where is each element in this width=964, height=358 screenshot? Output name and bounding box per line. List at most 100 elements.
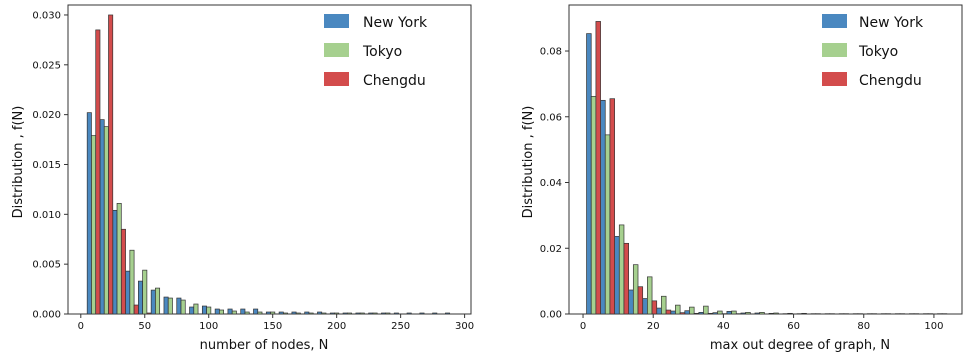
y-tick-label: 0.025 bbox=[32, 60, 61, 71]
bar-chengdu bbox=[707, 312, 714, 315]
bar-new-york bbox=[406, 312, 412, 315]
bar-tokyo bbox=[142, 269, 148, 315]
bar-new-york bbox=[628, 289, 634, 315]
bar-new-york bbox=[368, 312, 374, 315]
bar-tokyo bbox=[206, 306, 212, 315]
y-tick-label: 0.02 bbox=[540, 244, 562, 255]
bar-new-york bbox=[253, 308, 259, 315]
bar-chengdu bbox=[609, 98, 615, 315]
bar-tokyo bbox=[385, 312, 391, 315]
bar-new-york bbox=[150, 289, 156, 315]
bar-tokyo bbox=[618, 224, 625, 315]
bar-new-york bbox=[754, 312, 760, 315]
bar-chengdu bbox=[95, 29, 101, 315]
legend-label-tokyo-right: Tokyo bbox=[858, 44, 898, 60]
bar-new-york bbox=[240, 308, 246, 315]
bars-left bbox=[86, 14, 451, 315]
bar-new-york bbox=[265, 311, 271, 315]
bar-tokyo bbox=[257, 311, 263, 315]
x-tick-label: 0 bbox=[580, 321, 586, 332]
bar-new-york bbox=[393, 312, 399, 315]
legend-label-new-york-right: New York bbox=[859, 15, 924, 31]
bar-new-york bbox=[278, 311, 284, 315]
bar-new-york bbox=[614, 236, 620, 315]
x-axis-title-right: max out degree of graph, N bbox=[710, 338, 890, 353]
chart-node-count: 0 50 100 150 200 250 300 0.0000.0050.0100.0150… bbox=[11, 4, 474, 353]
bar-new-york bbox=[419, 312, 425, 315]
bar-new-york bbox=[740, 312, 746, 315]
bar-chengdu bbox=[637, 286, 644, 315]
bar-chengdu bbox=[595, 21, 601, 315]
bar-new-york bbox=[355, 312, 361, 315]
bar-tokyo bbox=[689, 306, 695, 315]
bar-chengdu bbox=[679, 312, 686, 315]
bar-new-york bbox=[138, 280, 143, 315]
bar-chengdu bbox=[665, 309, 672, 315]
bar-new-york bbox=[291, 311, 297, 315]
bar-tokyo bbox=[604, 134, 611, 315]
bar-tokyo bbox=[717, 310, 723, 315]
x-tick-label: 100 bbox=[924, 321, 943, 332]
bar-tokyo bbox=[193, 303, 199, 315]
bar-tokyo bbox=[773, 312, 779, 315]
x-tick-label: 0 bbox=[78, 321, 84, 332]
x-tick-label: 300 bbox=[455, 321, 474, 332]
legend-label-new-york-left: New York bbox=[363, 15, 428, 31]
x-tick-label: 60 bbox=[787, 321, 800, 332]
bar-tokyo bbox=[321, 312, 327, 315]
bar-tokyo bbox=[219, 309, 224, 315]
bars-right bbox=[586, 21, 948, 315]
bar-new-york bbox=[445, 312, 451, 315]
bar-new-york bbox=[642, 298, 648, 315]
y-tick-label: 0.000 bbox=[32, 310, 61, 321]
legend-swatch-chengdu-left bbox=[324, 72, 349, 86]
bar-new-york bbox=[712, 312, 718, 315]
bar-tokyo bbox=[244, 311, 250, 315]
legend-right: New York Tokyo Chengdu bbox=[822, 14, 924, 89]
plot-frame-right bbox=[568, 4, 963, 315]
bar-tokyo bbox=[731, 310, 737, 315]
bar-new-york bbox=[768, 312, 775, 315]
bar-tokyo bbox=[372, 312, 378, 315]
y-ticks-right: 0.00 0.02 0.04 0.06 0.08 bbox=[540, 47, 569, 321]
bar-tokyo bbox=[103, 126, 109, 315]
bar-tokyo bbox=[801, 312, 807, 315]
legend-swatch-new-york-left bbox=[324, 14, 349, 28]
x-tick-label: 40 bbox=[717, 321, 730, 332]
bar-new-york bbox=[163, 296, 169, 315]
bar-tokyo bbox=[91, 135, 97, 315]
bar-new-york bbox=[432, 312, 438, 315]
y-tick-label: 0.030 bbox=[32, 10, 61, 21]
y-axis-title-right: Distribution , f(N) bbox=[521, 106, 536, 219]
bar-new-york bbox=[381, 312, 387, 315]
bar-new-york bbox=[684, 310, 690, 315]
bar-chengdu bbox=[146, 312, 152, 315]
x-ticks-left: 0 50 100 150 200 250 300 bbox=[78, 314, 474, 332]
y-ticks-left: 0.000 0.005 0.010 0.015 0.020 0.025 0.030 bbox=[32, 10, 68, 321]
bar-chengdu bbox=[693, 312, 700, 315]
x-tick-label: 50 bbox=[138, 321, 151, 332]
bar-tokyo bbox=[647, 276, 653, 315]
bar-new-york bbox=[189, 306, 195, 315]
y-tick-label: 0.015 bbox=[32, 160, 61, 171]
legend-swatch-tokyo-right bbox=[822, 43, 847, 57]
bar-tokyo bbox=[116, 203, 122, 315]
bar-new-york bbox=[99, 119, 105, 315]
bar-tokyo bbox=[787, 312, 793, 315]
y-tick-label: 0.00 bbox=[540, 310, 562, 321]
bar-chengdu bbox=[651, 300, 658, 315]
bar-tokyo bbox=[703, 305, 709, 315]
x-tick-label: 200 bbox=[327, 321, 346, 332]
bar-tokyo bbox=[308, 312, 314, 315]
bar-new-york bbox=[176, 297, 182, 315]
legend-swatch-new-york-right bbox=[822, 14, 847, 28]
bar-tokyo bbox=[167, 297, 173, 315]
legend-swatch-tokyo-left bbox=[324, 43, 349, 57]
plot-frame-left bbox=[67, 4, 472, 315]
bar-new-york bbox=[329, 312, 335, 315]
bar-tokyo bbox=[590, 96, 597, 315]
bar-new-york bbox=[125, 270, 131, 315]
bar-tokyo bbox=[334, 312, 340, 315]
bar-new-york bbox=[112, 209, 118, 315]
